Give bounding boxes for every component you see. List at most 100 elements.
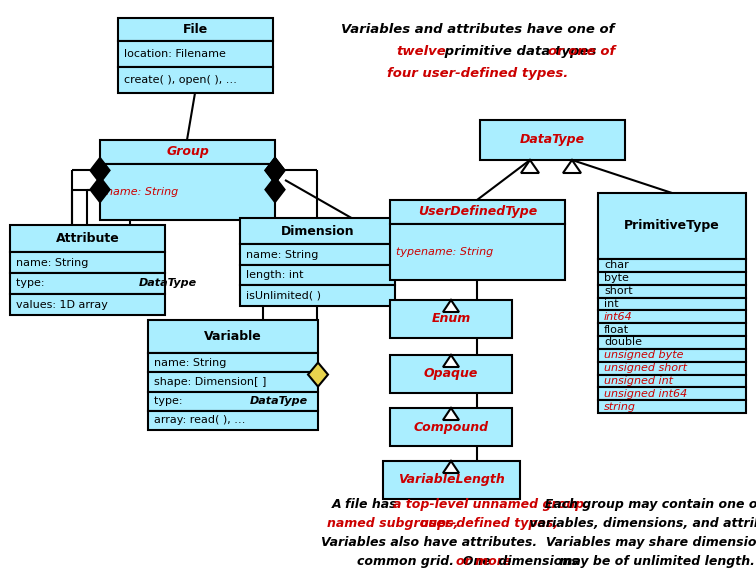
Bar (118, 67, 273, 93)
Text: Variables also have attributes.  Variables may share dimensions, indicating a: Variables also have attributes. Variable… (321, 536, 756, 549)
Polygon shape (265, 157, 285, 183)
Bar (148, 411, 318, 430)
Bar (100, 140, 275, 164)
Text: common grid.  One: common grid. One (357, 555, 495, 568)
Bar (390, 300, 512, 338)
Text: unsigned int64: unsigned int64 (604, 389, 687, 399)
Text: named subgroups,: named subgroups, (327, 517, 463, 530)
Bar (390, 224, 565, 280)
Bar (598, 349, 746, 362)
Text: twelve: twelve (396, 45, 446, 58)
Text: File: File (183, 22, 208, 36)
Bar (598, 336, 746, 349)
Bar (10, 294, 165, 315)
Text: A file has: A file has (332, 498, 402, 511)
Text: location: Filename: location: Filename (124, 48, 226, 59)
Text: shape: Dimension[ ]: shape: Dimension[ ] (154, 377, 266, 387)
Text: name: String: name: String (154, 358, 226, 367)
Text: create( ), open( ), …: create( ), open( ), … (124, 75, 237, 85)
Text: Each group may contain one or more: Each group may contain one or more (536, 498, 756, 511)
Text: length: int: length: int (246, 270, 303, 280)
Text: Variables and attributes have one of: Variables and attributes have one of (341, 23, 615, 36)
Bar (598, 362, 746, 374)
Text: Variable: Variable (204, 330, 262, 343)
Polygon shape (443, 355, 459, 367)
Text: dimensions: dimensions (494, 555, 579, 568)
Text: float: float (604, 325, 629, 335)
Bar (598, 374, 746, 387)
Text: PrimitiveType: PrimitiveType (624, 219, 720, 233)
Text: unsigned short: unsigned short (604, 363, 687, 373)
Text: typename: String: typename: String (396, 247, 493, 257)
Polygon shape (265, 157, 285, 183)
Text: DataType: DataType (249, 396, 308, 406)
Text: Dimension: Dimension (280, 225, 355, 238)
Polygon shape (443, 300, 459, 312)
Text: VariableLength: VariableLength (398, 473, 505, 487)
Bar (148, 320, 318, 353)
Bar (240, 265, 395, 286)
Text: short: short (604, 286, 633, 296)
Text: a top-level unnamed group.: a top-level unnamed group. (393, 498, 589, 511)
Bar (10, 252, 165, 273)
Polygon shape (90, 177, 110, 203)
Polygon shape (443, 408, 459, 420)
Bar (240, 244, 395, 265)
Bar (598, 272, 746, 285)
Bar (240, 286, 395, 306)
Bar (10, 225, 165, 252)
Bar (148, 353, 318, 372)
Text: name: String: name: String (246, 249, 318, 260)
Bar (148, 392, 318, 411)
Text: variables, dimensions, and attributes.: variables, dimensions, and attributes. (525, 517, 756, 530)
Text: user-defined types,: user-defined types, (420, 517, 559, 530)
Bar (598, 193, 746, 259)
Text: Attribute: Attribute (56, 232, 119, 245)
Bar (10, 273, 165, 294)
Text: Enum: Enum (432, 313, 471, 325)
Text: type:: type: (16, 279, 48, 289)
Text: name: String: name: String (106, 187, 178, 197)
Bar (390, 200, 565, 224)
Text: int: int (604, 299, 618, 309)
Polygon shape (563, 160, 581, 173)
Bar (598, 387, 746, 400)
Text: Compound: Compound (414, 420, 488, 434)
Polygon shape (308, 362, 328, 386)
Polygon shape (443, 461, 459, 473)
Text: byte: byte (604, 273, 629, 283)
Text: or one of: or one of (548, 45, 615, 58)
Text: name: String: name: String (16, 257, 88, 267)
Bar (598, 323, 746, 336)
Text: or more: or more (456, 555, 511, 568)
Text: UserDefinedType: UserDefinedType (418, 206, 537, 218)
Bar (598, 297, 746, 310)
Bar (100, 164, 275, 220)
Text: values: 1D array: values: 1D array (16, 300, 108, 309)
Polygon shape (90, 157, 110, 183)
Text: unsigned byte: unsigned byte (604, 350, 683, 360)
Bar (240, 218, 395, 244)
Text: may be of unlimited length.: may be of unlimited length. (555, 555, 755, 568)
Text: DataType: DataType (139, 279, 197, 289)
Text: char: char (604, 260, 629, 270)
Bar (148, 372, 318, 392)
Text: primitive data types: primitive data types (440, 45, 601, 58)
Text: four user-defined types.: four user-defined types. (387, 67, 569, 80)
Text: int64: int64 (604, 312, 633, 322)
Text: string: string (604, 401, 636, 412)
Bar (480, 120, 625, 160)
Text: isUnlimited( ): isUnlimited( ) (246, 291, 321, 301)
Text: array: read( ), …: array: read( ), … (154, 415, 246, 425)
Text: DataType: DataType (520, 134, 585, 146)
Polygon shape (265, 177, 285, 203)
Bar (390, 408, 512, 446)
Text: Group: Group (166, 146, 209, 158)
Bar (598, 400, 746, 413)
Polygon shape (521, 160, 539, 173)
Text: unsigned int: unsigned int (604, 376, 673, 386)
Bar (390, 355, 512, 393)
Text: double: double (604, 338, 642, 347)
Bar (118, 18, 273, 40)
Bar (598, 285, 746, 297)
